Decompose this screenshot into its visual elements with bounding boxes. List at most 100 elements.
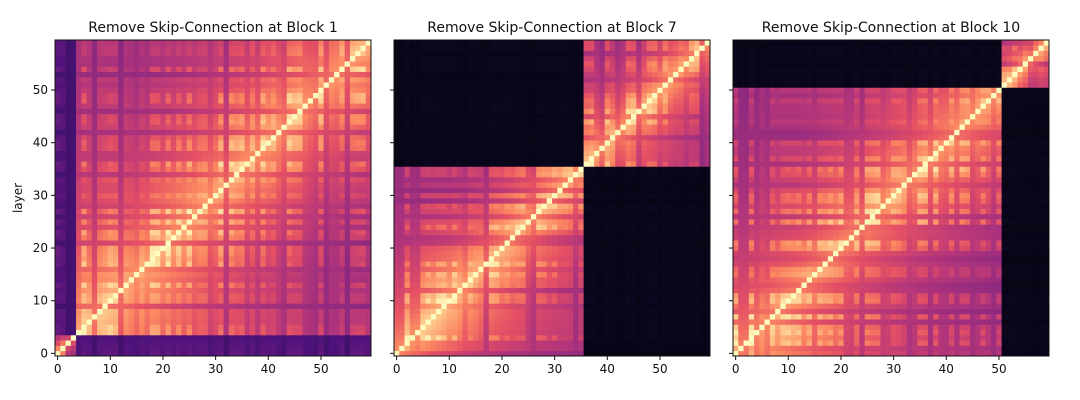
heatmap-cell [191,350,198,357]
heatmap-cell [604,234,611,241]
heatmap-cell [249,255,256,262]
heatmap-cell [207,71,214,78]
heatmap-cell [123,155,130,162]
heatmap-cell [409,345,416,352]
heatmap-cell [202,255,209,262]
heatmap-cell [604,319,611,325]
heatmap-cell [415,282,421,288]
heatmap-cell [302,198,309,204]
heatmap-cell [436,271,442,278]
heatmap-cell [191,234,198,241]
heatmap-cell [65,345,72,352]
heatmap-cell [86,134,93,141]
heatmap-cell [276,119,282,125]
heatmap-cell [112,213,119,220]
heatmap-cell [144,166,151,173]
heatmap-cell [207,129,214,136]
heatmap-cell [292,71,298,78]
heatmap-cell [673,261,679,267]
heatmap-cell [504,340,511,346]
heatmap-cell [588,287,595,294]
heatmap-cell [662,287,669,294]
heatmap-cell [265,340,272,346]
heatmap-cell [165,334,172,341]
heatmap-cell [128,340,135,346]
heatmap-cell [234,113,240,120]
heatmap-cell [699,303,706,309]
heatmap-cell [334,287,340,294]
heatmap-cell [286,119,293,125]
heatmap-cell [636,292,642,299]
heatmap-cell [636,303,642,309]
heatmap-cell [55,198,61,204]
heatmap-cell [323,103,330,109]
heatmap-cell [457,282,463,288]
heatmap-cell [223,182,230,188]
heatmap-cell [276,319,282,325]
heatmap-cell [134,192,140,199]
heatmap-cell [70,287,77,294]
heatmap-cell [223,71,230,78]
heatmap-cell [97,277,103,283]
heatmap-cell [81,313,87,320]
heatmap-cell [292,250,298,257]
heatmap-cell [457,350,463,357]
heatmap-cell [313,176,319,183]
heatmap-cell [365,255,372,262]
heatmap-cell [86,145,93,151]
heatmap-cell [457,271,463,278]
heatmap-cell [365,298,372,304]
heatmap-cell [86,45,93,51]
heatmap-cell [276,76,282,83]
heatmap-cell [678,329,685,336]
heatmap-cell [265,298,272,304]
heatmap-cell [360,308,367,315]
heatmap-cell [349,219,356,225]
heatmap-cell [191,92,198,99]
heatmap-cell [302,134,309,141]
heatmap-cell [286,245,293,252]
heatmap-cell [509,298,516,304]
heatmap-cell [265,176,272,183]
heatmap-cell [307,82,314,88]
heatmap-cell [641,319,648,325]
heatmap-cell [228,308,235,315]
heatmap-cell [128,50,135,57]
heatmap-cell [525,313,532,320]
heatmap-cell [415,329,421,336]
heatmap-cell [249,140,256,146]
heatmap-cell [599,334,606,341]
heatmap-cell [213,198,219,204]
heatmap-cell [318,76,324,83]
heatmap-cell [339,292,346,299]
heatmap-cell [244,161,251,167]
heatmap-cell [328,329,335,336]
heatmap-cell [255,240,261,246]
heatmap-cell [134,198,140,204]
heatmap-cell [694,282,700,288]
heatmap-cell [349,329,356,336]
heatmap-cell [573,234,579,241]
heatmap-cell [451,350,458,357]
heatmap-cell [515,287,521,294]
heatmap-cell [244,340,251,346]
heatmap-cell [318,61,324,67]
heatmap-cell [462,329,469,336]
heatmap-cell [70,97,77,104]
heatmap-cell [483,334,490,341]
heatmap-cell [286,76,293,83]
heatmap-cell [102,108,109,115]
heatmap-cell [509,255,516,262]
heatmap-cell [176,171,182,178]
heatmap-cell [191,145,198,151]
heatmap-cell [112,155,119,162]
heatmap-cell [667,319,674,325]
heatmap-cell [144,319,151,325]
heatmap-cell [657,340,663,346]
heatmap-cell [144,334,151,341]
heatmap-cell [107,45,114,51]
heatmap-cell [641,261,648,267]
heatmap-cell [302,340,309,346]
heatmap-cell [265,113,272,120]
heatmap-cell [678,334,685,341]
